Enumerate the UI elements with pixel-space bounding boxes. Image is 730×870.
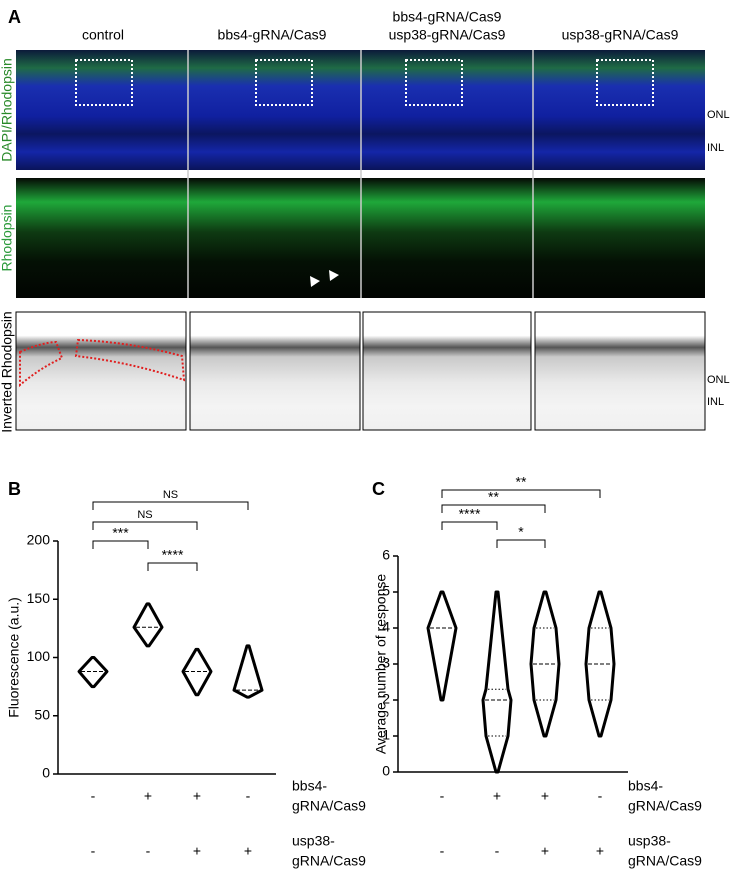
significance-label: *** <box>112 525 129 541</box>
significance-bracket <box>92 501 249 510</box>
condition-name: bbs4- <box>292 778 327 794</box>
condition-sign: + <box>193 788 201 804</box>
y-tick-label: 4 <box>382 619 390 635</box>
significance-bracket <box>496 539 546 548</box>
condition-sign: + <box>493 788 501 804</box>
inverted-image-row <box>15 311 706 431</box>
y-tick-label: 5 <box>382 583 390 599</box>
y-tick-label: 2 <box>382 691 390 707</box>
row-label: Inverted Rhodopsin <box>0 311 15 432</box>
column-header: bbs4-gRNA/Cas9 <box>218 27 327 43</box>
column-header: control <box>82 27 124 43</box>
significance-bracket <box>147 562 198 571</box>
significance-bracket <box>92 540 149 549</box>
significance-label: * <box>518 524 524 540</box>
condition-sign: - <box>91 843 96 859</box>
significance-label: **** <box>162 547 184 563</box>
y-axis-label: Average number of response <box>373 574 389 755</box>
y-tick-label: 6 <box>382 547 390 563</box>
y-tick-label: 1 <box>382 727 390 743</box>
y-tick-label: 50 <box>34 706 50 722</box>
significance-label: ** <box>516 474 527 490</box>
violin <box>181 647 213 697</box>
column-header: bbs4-gRNA/Cas9 <box>393 9 502 25</box>
y-tick-label: 0 <box>382 763 390 779</box>
y-tick-label: 150 <box>27 590 51 606</box>
condition-sign: - <box>598 788 603 804</box>
significance-label: **** <box>459 506 481 522</box>
condition-sign: + <box>541 788 549 804</box>
condition-sign: + <box>596 843 604 859</box>
significance-label: ** <box>488 489 499 505</box>
onl-outlines <box>19 338 186 388</box>
condition-name: gRNA/Cas9 <box>628 853 702 869</box>
y-tick-label: 0 <box>42 765 50 781</box>
condition-name: usp38- <box>628 833 671 849</box>
significance-label: NS <box>163 489 178 501</box>
significance-bracket <box>441 504 546 513</box>
condition-sign: - <box>440 788 445 804</box>
violin <box>232 644 264 699</box>
condition-sign: - <box>440 843 445 859</box>
condition-sign: - <box>91 788 96 804</box>
condition-sign: + <box>244 843 252 859</box>
row-label: Rhodopsin <box>0 205 15 272</box>
panel-label: B <box>8 479 21 499</box>
y-tick-label: 3 <box>382 655 390 671</box>
violin <box>481 590 513 774</box>
arrowheads <box>310 270 339 287</box>
violin <box>584 590 616 738</box>
significance-label: NS <box>137 509 152 521</box>
condition-sign: - <box>146 843 151 859</box>
panel-label: A <box>8 7 21 27</box>
condition-name: gRNA/Cas9 <box>292 853 366 869</box>
condition-sign: - <box>246 788 251 804</box>
column-header: usp38-gRNA/Cas9 <box>389 27 506 43</box>
violin <box>529 590 561 738</box>
layer-label: INL <box>707 142 724 154</box>
violin <box>77 656 109 689</box>
image-separators <box>187 50 534 298</box>
layer-label: ONL <box>707 109 730 121</box>
violin <box>132 602 164 648</box>
row-label: DAPI/Rhodopsin <box>0 58 15 162</box>
condition-name: gRNA/Cas9 <box>628 798 702 814</box>
y-tick-label: 200 <box>27 532 51 548</box>
condition-name: bbs4- <box>628 778 663 794</box>
condition-sign: + <box>144 788 152 804</box>
layer-label: ONL <box>707 374 730 386</box>
y-tick-label: 100 <box>27 648 51 664</box>
panel-label: C <box>372 479 385 499</box>
condition-sign: + <box>193 843 201 859</box>
condition-sign: + <box>541 843 549 859</box>
violin <box>426 590 458 702</box>
significance-bracket <box>92 521 198 530</box>
significance-bracket <box>441 489 601 498</box>
condition-name: gRNA/Cas9 <box>292 798 366 814</box>
condition-sign: - <box>495 843 500 859</box>
column-header: usp38-gRNA/Cas9 <box>562 27 679 43</box>
micrographs <box>15 50 706 431</box>
condition-name: usp38- <box>292 833 335 849</box>
layer-label: INL <box>707 396 724 408</box>
zoom-boxes <box>75 59 654 106</box>
y-axis-label: Fluorescence (a.u.) <box>6 597 22 718</box>
significance-bracket <box>441 521 498 530</box>
